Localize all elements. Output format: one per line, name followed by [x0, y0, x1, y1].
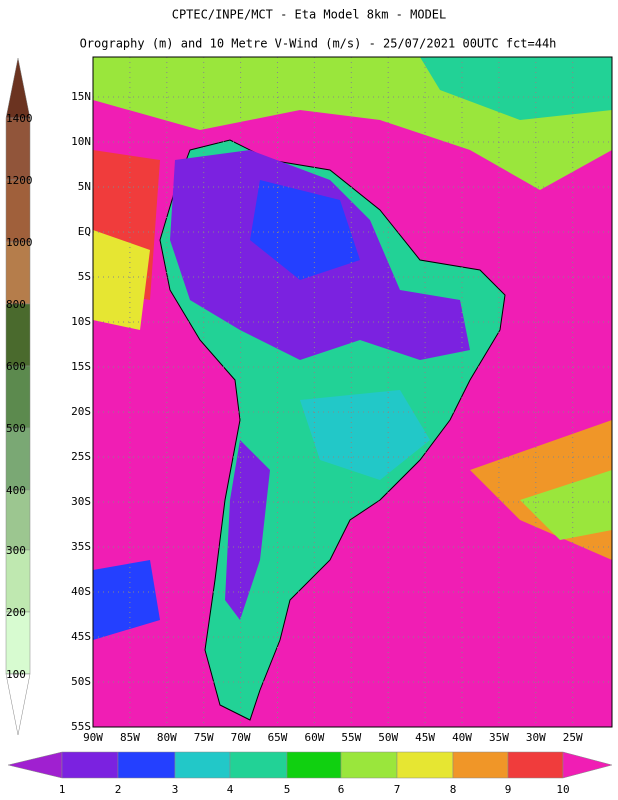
wind-field [420, 57, 612, 120]
wind-swatch [117, 751, 176, 779]
lat-label: 45S [71, 630, 91, 643]
orography-swatch [5, 303, 31, 367]
orography-label: 200 [6, 606, 26, 619]
orography-label: 100 [6, 668, 26, 681]
wind-label: 2 [115, 783, 122, 796]
orography-label: 400 [6, 484, 26, 497]
lon-label: 80W [157, 731, 177, 744]
wind-swatch [396, 751, 454, 779]
wind-field [300, 390, 430, 480]
lat-label: 30S [71, 495, 91, 508]
wind-field [93, 230, 150, 330]
wind-label: 9 [505, 783, 512, 796]
lon-label: 60W [304, 731, 324, 744]
lat-label: 50S [71, 675, 91, 688]
lat-label: 10S [71, 315, 91, 328]
wind-label: 1 [59, 783, 66, 796]
lat-label: 40S [71, 585, 91, 598]
orography-swatch [5, 117, 31, 181]
wind-swatch [340, 751, 398, 779]
lon-label: 40W [452, 731, 472, 744]
orography-swatch [5, 241, 31, 305]
lon-label: 45W [415, 731, 435, 744]
lon-label: 65W [268, 731, 288, 744]
wind-field [250, 180, 360, 280]
lat-label: EQ [78, 225, 91, 238]
map-frame [92, 56, 613, 728]
orography-label: 1200 [6, 174, 33, 187]
orography-label: 600 [6, 360, 26, 373]
wind-swatch [7, 751, 63, 779]
lat-label: 15N [71, 90, 91, 103]
wind-label: 4 [227, 783, 234, 796]
wind-label: 8 [450, 783, 457, 796]
lon-label: 55W [341, 731, 361, 744]
lat-label: 15S [71, 360, 91, 373]
orography-label: 300 [6, 544, 26, 557]
lon-label: 25W [563, 731, 583, 744]
wind-swatch [286, 751, 342, 779]
wind-swatch [229, 751, 288, 779]
orography-swatch [5, 673, 31, 736]
lon-label: 90W [83, 731, 103, 744]
wind-field [93, 560, 160, 640]
lat-label: 55S [71, 720, 91, 733]
orography-label: 500 [6, 422, 26, 435]
lat-label: 35S [71, 540, 91, 553]
orography-swatch [5, 57, 31, 119]
orography-label: 1400 [6, 112, 33, 125]
lon-label: 35W [489, 731, 509, 744]
title: CPTEC/INPE/MCT - Eta Model 8km - MODEL [172, 8, 447, 22]
orography-label: 800 [6, 298, 26, 311]
subtitle: Orography (m) and 10 Metre V-Wind (m/s) … [80, 37, 557, 51]
lon-label: 75W [194, 731, 214, 744]
lat-label: 25S [71, 450, 91, 463]
wind-field [225, 440, 270, 620]
orography-label: 1000 [6, 236, 33, 249]
wind-label: 7 [394, 783, 401, 796]
lat-label: 10N [71, 135, 91, 148]
orography-swatch [5, 489, 31, 551]
lon-label: 50W [378, 731, 398, 744]
wind-label: 10 [556, 783, 569, 796]
wind-label: 3 [172, 783, 179, 796]
wind-field [520, 470, 612, 540]
lat-label: 20S [71, 405, 91, 418]
wind-label: 6 [338, 783, 345, 796]
wind-swatch [562, 751, 613, 779]
lon-label: 85W [120, 731, 140, 744]
wind-label: 5 [284, 783, 291, 796]
lon-label: 70W [231, 731, 251, 744]
orography-swatch [5, 427, 31, 491]
lon-label: 30W [526, 731, 546, 744]
lat-label: 5N [78, 180, 91, 193]
wind-swatch [174, 751, 231, 779]
wind-swatch [507, 751, 564, 779]
orography-swatch [5, 611, 31, 675]
wind-swatch [452, 751, 509, 779]
wind-swatch [61, 751, 119, 779]
orography-swatch [5, 179, 31, 243]
lat-label: 5S [78, 270, 91, 283]
orography-swatch [5, 365, 31, 429]
orography-swatch [5, 549, 31, 613]
map [93, 57, 612, 727]
